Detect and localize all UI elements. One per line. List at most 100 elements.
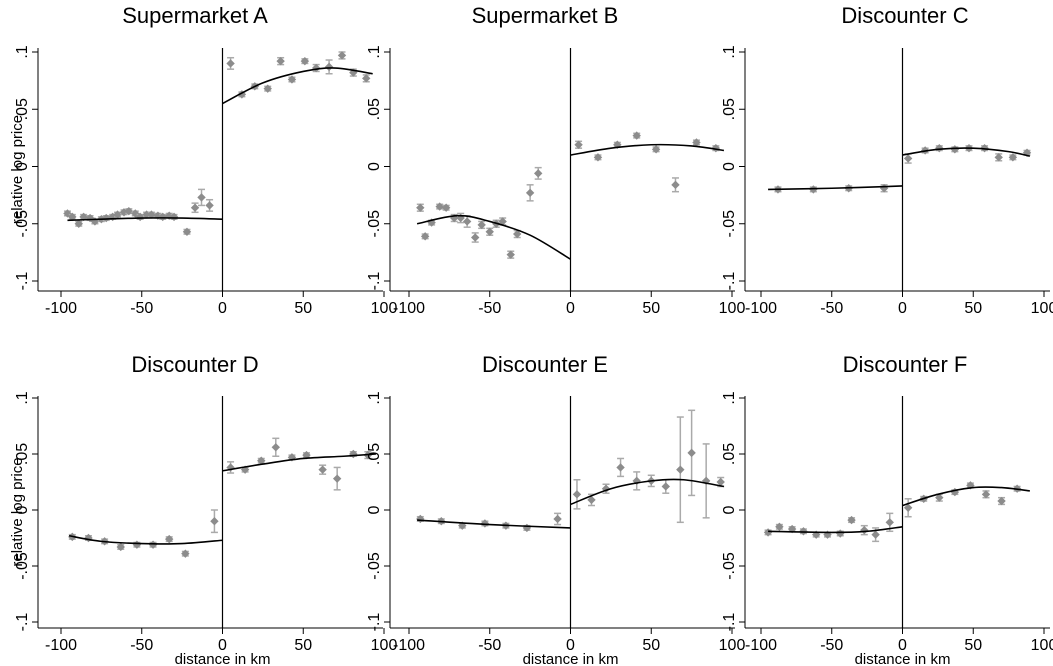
x-tick-label: 0 <box>898 300 907 317</box>
data-point <box>257 456 266 465</box>
panel-title: Discounter D <box>131 352 258 377</box>
x-tick-label: 100 <box>719 637 746 654</box>
data-point <box>480 519 490 528</box>
data-point <box>966 481 975 490</box>
x-axis-title: distance in km <box>855 651 951 666</box>
data-point <box>148 540 158 549</box>
data-point <box>632 131 641 140</box>
y-tick-label: -.05 <box>366 552 383 580</box>
x-tick-label: 100 <box>371 300 398 317</box>
x-tick-label: -50 <box>820 637 843 654</box>
y-tick-label: .1 <box>14 45 31 58</box>
fit-curve-right <box>570 478 725 506</box>
data-point <box>692 138 701 147</box>
data-point <box>337 51 347 60</box>
y-tick-label: -.05 <box>14 210 31 238</box>
y-tick-label: .05 <box>366 443 383 465</box>
data-point <box>534 169 543 178</box>
x-tick-label: -100 <box>745 637 777 654</box>
x-tick-label: 100 <box>1031 300 1053 317</box>
x-tick-label: -50 <box>820 300 843 317</box>
data-point <box>190 203 200 212</box>
panel-title: Discounter C <box>841 3 968 28</box>
data-point <box>553 514 562 524</box>
data-point <box>994 153 1003 162</box>
x-tick-label: -50 <box>130 300 153 317</box>
y-axis-title: relative log price <box>9 115 26 224</box>
x-tick-label: -50 <box>478 300 501 317</box>
data-point <box>165 534 174 544</box>
data-point <box>302 450 311 460</box>
x-tick-label: 0 <box>898 637 907 654</box>
data-point <box>276 56 285 66</box>
x-tick-label: 50 <box>294 300 312 317</box>
data-point <box>903 503 913 512</box>
data-point <box>416 203 425 212</box>
data-point <box>651 145 661 154</box>
data-point <box>68 212 77 222</box>
data-point <box>860 525 869 535</box>
x-tick-label: -100 <box>45 300 77 317</box>
data-point <box>263 84 272 93</box>
data-point <box>458 521 467 530</box>
y-tick-label: .1 <box>721 391 738 404</box>
x-tick-label: -50 <box>478 637 501 654</box>
x-tick-label: 0 <box>218 637 227 654</box>
data-point <box>441 203 451 212</box>
x-tick-label: -100 <box>393 300 425 317</box>
x-tick-label: -100 <box>393 637 425 654</box>
data-point <box>885 518 894 527</box>
data-point <box>182 227 192 236</box>
data-point <box>1008 153 1018 162</box>
data-point <box>318 465 327 474</box>
fit-curve-right <box>222 453 376 472</box>
data-point <box>935 143 944 153</box>
y-tick-label: 0 <box>366 162 383 171</box>
y-tick-label: .1 <box>14 391 31 404</box>
data-point <box>471 233 480 242</box>
data-point <box>169 212 179 222</box>
data-point <box>935 493 944 502</box>
data-point <box>435 202 444 211</box>
data-point <box>116 542 125 552</box>
x-tick-label: 0 <box>566 300 575 317</box>
fit-curve-right <box>902 147 1031 157</box>
data-point <box>311 63 321 73</box>
data-point <box>847 515 856 525</box>
data-point <box>205 201 214 210</box>
data-point <box>135 212 145 222</box>
data-point <box>287 75 297 84</box>
y-tick-label: .1 <box>721 45 738 58</box>
data-point <box>763 528 773 537</box>
x-axis-title: distance in km <box>523 651 619 666</box>
data-point <box>324 62 334 72</box>
y-tick-label: -.1 <box>14 613 31 632</box>
fit-curve-right <box>570 143 725 156</box>
data-point <box>871 530 880 539</box>
data-point <box>485 227 494 236</box>
data-point <box>506 250 515 259</box>
data-point <box>775 522 784 531</box>
panel-1: Supermarket A -100 -50 0 50 100 -.1 -.05 0 .05 .1 r… <box>9 3 397 317</box>
panel-title: Discounter E <box>482 352 608 377</box>
data-point <box>113 210 122 219</box>
data-point <box>74 219 83 228</box>
y-tick-label: -.05 <box>721 210 738 238</box>
y-tick-label: -.1 <box>14 272 31 291</box>
data-point <box>522 523 532 533</box>
data-point <box>587 495 596 505</box>
y-tick-label: -.1 <box>366 272 383 291</box>
data-point <box>616 463 625 472</box>
x-axis-title: distance in km <box>175 651 271 666</box>
fit-curve-left <box>67 217 223 222</box>
data-point <box>132 540 142 549</box>
data-point <box>716 477 725 487</box>
panel-3: Discounter C -100 -50 0 50 100 -.1 -.05 0 .05 .1 <box>721 3 1053 317</box>
data-point <box>513 229 522 239</box>
data-point <box>525 188 535 198</box>
y-tick-label: -.1 <box>721 272 738 291</box>
x-tick-label: -50 <box>130 637 153 654</box>
data-point <box>147 210 156 219</box>
data-point <box>687 448 696 458</box>
x-tick-label: 50 <box>964 300 982 317</box>
